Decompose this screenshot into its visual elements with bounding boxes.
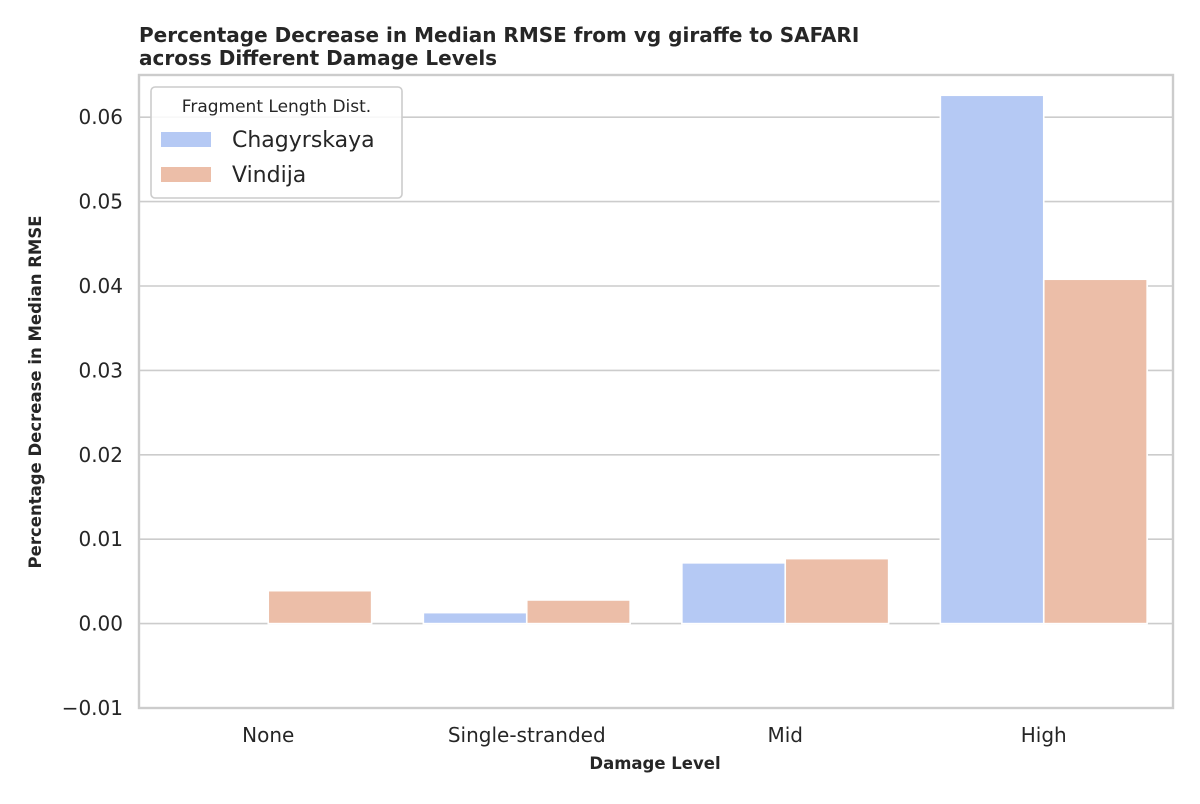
- x-axis-ticks: None Single-stranded Mid High: [242, 723, 1067, 747]
- y-tick-label: 0.04: [78, 274, 123, 298]
- chart-title-line: Percentage Decrease in Median RMSE from …: [139, 23, 859, 47]
- legend-title: Fragment Length Dist.: [182, 97, 371, 117]
- x-axis-label: Damage Level: [589, 754, 720, 773]
- legend: Fragment Length Dist. Chagyrskaya Vindija: [150, 86, 403, 199]
- y-tick-label: 0.01: [78, 527, 123, 551]
- y-axis-label: Percentage Decrease in Median RMSE: [26, 216, 45, 569]
- legend-label-chagyrskaya: Chagyrskaya: [232, 128, 375, 153]
- bar-vindija-none: [267, 589, 373, 625]
- x-tick-label: Single-stranded: [448, 723, 606, 747]
- chart-title: Percentage Decrease in Median RMSE from …: [139, 23, 859, 70]
- bar-chagyrskaya-single-stranded: [422, 611, 528, 625]
- legend-swatch-vindija: [161, 167, 211, 182]
- y-tick-label: 0.00: [78, 612, 123, 636]
- legend-box: [150, 86, 403, 199]
- legend-label-vindija: Vindija: [232, 163, 306, 188]
- bar-vindija-mid: [784, 557, 890, 625]
- y-tick-label: −0.01: [62, 696, 123, 720]
- plot-frame-rect: [137, 73, 1175, 710]
- bar-chagyrskaya-high: [939, 94, 1045, 625]
- bar-chagyrskaya-mid: [681, 562, 787, 625]
- bars: [267, 94, 1148, 625]
- x-tick-label: Mid: [767, 723, 803, 747]
- y-tick-label: 0.06: [78, 105, 123, 129]
- x-tick-label: None: [242, 723, 294, 747]
- chart-title-line: across Different Damage Levels: [139, 46, 497, 70]
- legend-swatch-chagyrskaya: [161, 132, 211, 147]
- bar-vindija-single-stranded: [525, 599, 631, 625]
- y-axis-ticks: −0.01 0.00 0.01 0.02 0.03 0.04 0.05 0.06: [62, 105, 123, 720]
- y-tick-label: 0.03: [78, 358, 123, 382]
- plot-frame: [137, 73, 1175, 710]
- bar-vindija-high: [1042, 278, 1148, 625]
- x-tick-label: High: [1021, 723, 1067, 747]
- y-tick-label: 0.02: [78, 443, 123, 467]
- y-tick-label: 0.05: [78, 190, 123, 214]
